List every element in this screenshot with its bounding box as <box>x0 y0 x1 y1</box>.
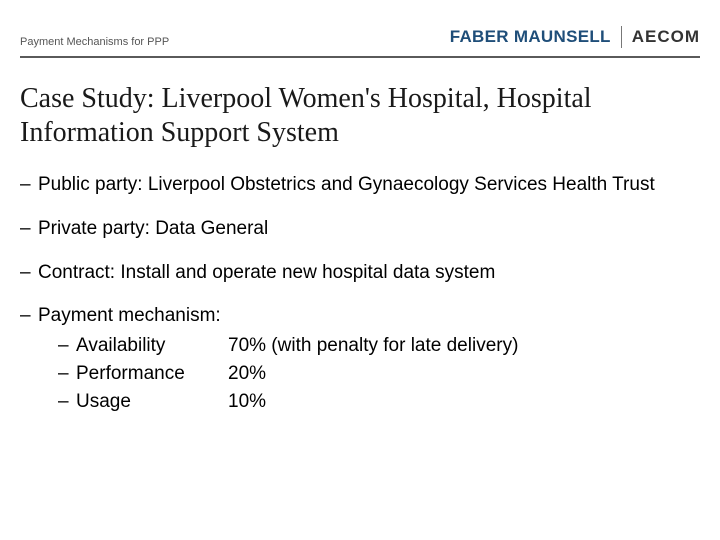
bullet-dash-icon: – <box>20 217 38 241</box>
list-item-text: Private party: Data General <box>38 217 700 241</box>
brand-faber-maunsell: FABER MAUNSELL <box>450 27 611 47</box>
list-item: – Contract: Install and operate new hosp… <box>20 261 700 285</box>
payment-label: Payment mechanism: <box>38 304 700 328</box>
payment-row: – Availability 70% (with penalty for lat… <box>58 334 700 358</box>
payment-row-value: 10% <box>228 390 700 414</box>
payment-row: – Usage 10% <box>58 390 700 414</box>
brand-divider <box>621 26 622 48</box>
bullet-dash-icon: – <box>20 304 38 417</box>
payment-row-name: Availability <box>76 334 165 358</box>
list-item: – Private party: Data General <box>20 217 700 241</box>
payment-sublist: – Availability 70% (with penalty for lat… <box>58 334 700 413</box>
brand-aecom: AECOM <box>632 27 700 47</box>
breadcrumb: Payment Mechanisms for PPP <box>20 36 169 48</box>
payment-row-value: 20% <box>228 362 700 386</box>
bullet-dash-icon: – <box>58 362 76 386</box>
list-item-text: Public party: Liverpool Obstetrics and G… <box>38 173 700 197</box>
header-rule <box>20 56 700 58</box>
list-item: – Public party: Liverpool Obstetrics and… <box>20 173 700 197</box>
payment-row-name: Usage <box>76 390 131 414</box>
bullet-dash-icon: – <box>20 173 38 197</box>
header: Payment Mechanisms for PPP FABER MAUNSEL… <box>20 0 700 54</box>
slide: Payment Mechanisms for PPP FABER MAUNSEL… <box>0 0 720 540</box>
list-item: – Payment mechanism: – Availability 70% … <box>20 304 700 417</box>
page-title: Case Study: Liverpool Women's Hospital, … <box>20 82 700 149</box>
payment-row-value: 70% (with penalty for late delivery) <box>228 334 700 358</box>
list-item-text: Payment mechanism: – Availability 70% (w… <box>38 304 700 417</box>
payment-row-name: Performance <box>76 362 185 386</box>
bullet-list: – Public party: Liverpool Obstetrics and… <box>20 173 700 417</box>
list-item-text: Contract: Install and operate new hospit… <box>38 261 700 285</box>
brand-block: FABER MAUNSELL AECOM <box>450 26 700 48</box>
bullet-dash-icon: – <box>58 334 76 358</box>
payment-row: – Performance 20% <box>58 362 700 386</box>
bullet-dash-icon: – <box>20 261 38 285</box>
bullet-dash-icon: – <box>58 390 76 414</box>
